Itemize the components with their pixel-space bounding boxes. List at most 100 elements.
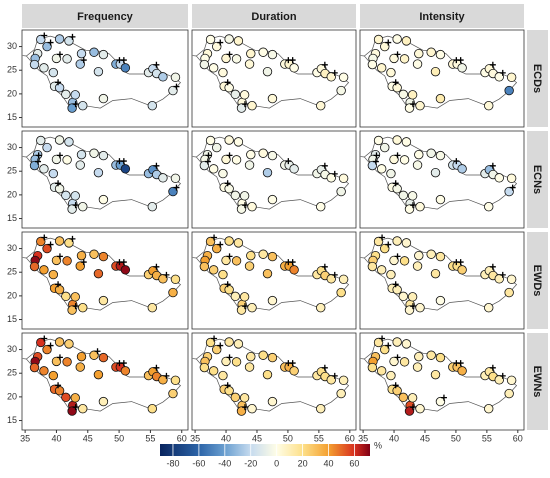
station [98, 93, 109, 104]
station [36, 135, 46, 146]
station [199, 59, 210, 70]
station [75, 59, 85, 69]
significance-mark [457, 57, 464, 64]
y-tick-label: 30 [7, 243, 17, 253]
station [244, 261, 255, 271]
station [75, 261, 85, 271]
colorbar-tick-label: -60 [192, 458, 205, 468]
station [407, 90, 418, 100]
station [399, 256, 410, 266]
x-tick-label: 45 [420, 433, 430, 443]
station [376, 63, 387, 73]
station [236, 305, 247, 315]
colorbar-tick-label: -20 [244, 458, 257, 468]
station [386, 168, 396, 179]
station [494, 375, 504, 385]
station [389, 356, 399, 367]
station [120, 265, 131, 275]
station [224, 285, 234, 295]
significance-mark [440, 394, 447, 401]
y-tick-label: 20 [7, 391, 17, 401]
station [78, 101, 88, 111]
station [267, 251, 278, 262]
y-tick-label: 30 [7, 41, 17, 51]
station [267, 295, 278, 306]
station [93, 66, 104, 77]
station [76, 149, 87, 160]
station [78, 404, 88, 414]
station [494, 274, 504, 284]
station [231, 155, 242, 165]
station [62, 155, 72, 165]
station [316, 303, 326, 313]
station [236, 406, 247, 416]
station [414, 351, 424, 362]
y-tick-label: 15 [7, 112, 17, 122]
significance-mark [47, 241, 54, 248]
station [407, 393, 418, 403]
x-tick-label: 35 [20, 433, 30, 443]
station [338, 173, 349, 184]
station [78, 303, 88, 313]
row-strip [527, 131, 548, 228]
station [67, 406, 77, 416]
station [48, 269, 59, 280]
significance-mark [392, 281, 399, 288]
station [267, 194, 278, 205]
station [64, 137, 74, 147]
station [98, 396, 109, 407]
significance-mark [410, 303, 417, 310]
station [239, 191, 250, 201]
station [244, 362, 255, 372]
colorbar-tick-label: 0 [274, 458, 279, 468]
station [205, 236, 216, 247]
station [224, 236, 234, 246]
significance-mark [41, 32, 48, 39]
station [62, 256, 72, 266]
station [435, 194, 446, 205]
station [29, 261, 40, 272]
station [267, 352, 278, 363]
station [29, 362, 40, 373]
x-tick-label: 60 [513, 433, 523, 443]
station [61, 392, 71, 403]
significance-mark [242, 404, 249, 411]
station [246, 250, 256, 261]
colorbar [160, 444, 370, 456]
station [67, 204, 77, 214]
significance-mark [120, 158, 127, 165]
significance-mark [153, 263, 160, 270]
station [236, 103, 247, 113]
station [267, 150, 278, 161]
station [494, 173, 504, 183]
station [64, 238, 74, 248]
station [407, 292, 418, 302]
station [289, 366, 299, 376]
x-tick-label: 50 [114, 433, 124, 443]
station [430, 167, 441, 178]
significance-mark [285, 158, 292, 165]
station [48, 168, 59, 179]
station [168, 186, 178, 197]
significance-mark [56, 253, 63, 260]
station [205, 34, 216, 45]
station [399, 54, 410, 64]
station [98, 194, 109, 205]
station [376, 366, 387, 376]
station [399, 357, 410, 367]
significance-mark [120, 57, 127, 64]
station [504, 287, 514, 298]
station [236, 204, 247, 214]
station [62, 357, 72, 367]
station [75, 160, 85, 170]
colorbar-label: % [374, 440, 382, 450]
station [224, 34, 234, 44]
station [199, 160, 210, 171]
station [426, 249, 436, 259]
station [380, 142, 390, 153]
station [398, 190, 409, 201]
significance-mark [394, 51, 401, 58]
station [457, 63, 467, 73]
significance-mark [217, 39, 224, 46]
